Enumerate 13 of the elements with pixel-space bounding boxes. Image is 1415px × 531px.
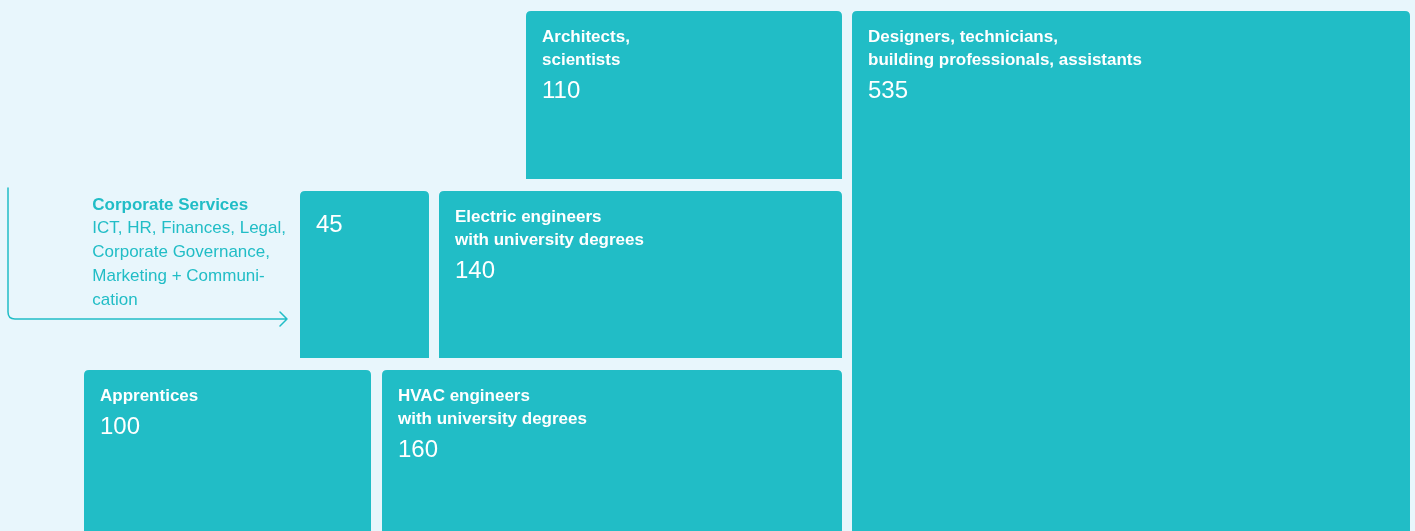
data-label: 100 <box>100 411 141 439</box>
category-label: Apprentices <box>100 386 199 406</box>
data-label: 45 <box>316 209 343 237</box>
data-label: 110 <box>542 75 581 103</box>
category-label: Designers, technicians, building professionals, assistants <box>868 27 1142 70</box>
category-label: Corporate Services <box>92 195 249 215</box>
text: ICT, HR, Finances, Legal, Corporate Governance, Marketing + Communi- cation <box>92 218 287 310</box>
data-label: 535 <box>868 75 909 103</box>
category-label: Electric engineers with university degrees <box>454 207 644 250</box>
data-label: 160 <box>398 434 439 462</box>
data-label: 140 <box>455 255 496 283</box>
category-label: Architects, scientists <box>542 27 630 70</box>
category-label: HVAC engineers with university degrees <box>397 386 587 429</box>
